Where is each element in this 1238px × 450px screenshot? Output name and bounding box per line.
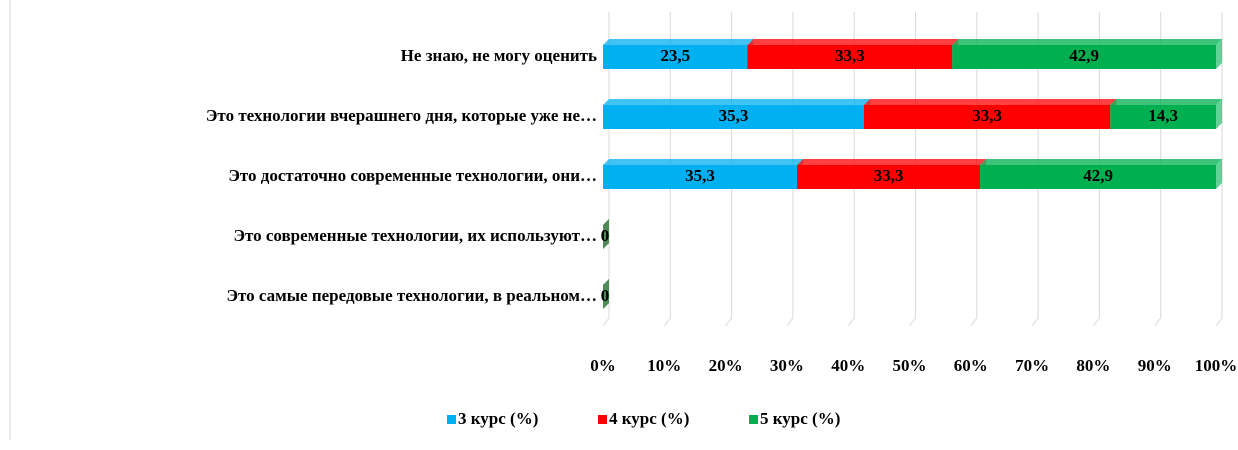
bar bbox=[747, 45, 953, 69]
y-tick-label: Это достаточно современные технологии, о… bbox=[228, 166, 597, 185]
bar-top bbox=[864, 99, 1117, 105]
bar bbox=[864, 105, 1111, 129]
x-tick-label: 10% bbox=[647, 356, 681, 375]
x-tick-label: 70% bbox=[1015, 356, 1049, 375]
legend-swatch bbox=[749, 415, 758, 424]
x-tick-label: 20% bbox=[709, 356, 743, 375]
y-tick-label: Не знаю, не могу оценить bbox=[401, 46, 597, 65]
bar-top bbox=[603, 159, 804, 165]
data-label: 33,3 bbox=[874, 166, 904, 185]
x-tick-label: 60% bbox=[954, 356, 988, 375]
bar-top bbox=[952, 39, 1222, 45]
bar bbox=[603, 105, 865, 129]
legend-swatch bbox=[447, 415, 456, 424]
bar-side bbox=[1216, 159, 1222, 189]
bar-top bbox=[603, 99, 871, 105]
bar bbox=[1110, 105, 1216, 129]
data-label: 14,3 bbox=[1148, 106, 1178, 125]
bar-side bbox=[1216, 39, 1222, 69]
bar-top bbox=[603, 39, 754, 45]
data-label: 0 bbox=[601, 226, 610, 245]
x-tick-label: 80% bbox=[1076, 356, 1110, 375]
x-tick-label: 40% bbox=[831, 356, 865, 375]
x-tick-label: 90% bbox=[1138, 356, 1172, 375]
bar bbox=[603, 165, 798, 189]
bar bbox=[952, 45, 1216, 69]
legend-swatch bbox=[598, 415, 607, 424]
bar-top bbox=[980, 159, 1222, 165]
data-label: 33,3 bbox=[972, 106, 1002, 125]
x-tick-label: 100% bbox=[1195, 356, 1238, 375]
legend-label: 4 курс (%) bbox=[609, 409, 689, 428]
bar bbox=[603, 45, 748, 69]
data-label: 42,9 bbox=[1083, 166, 1113, 185]
data-label: 33,3 bbox=[835, 46, 865, 65]
y-tick-label: Это современные технологии, их использую… bbox=[233, 226, 597, 245]
data-label: 35,3 bbox=[685, 166, 715, 185]
bar bbox=[797, 165, 981, 189]
bar-side bbox=[1216, 99, 1222, 129]
bar-side bbox=[603, 279, 609, 309]
legend-label: 5 курс (%) bbox=[760, 409, 840, 428]
legend-label: 3 курс (%) bbox=[458, 409, 538, 428]
bar-top bbox=[747, 39, 959, 45]
data-label: 23,5 bbox=[660, 46, 690, 65]
x-tick-label: 30% bbox=[770, 356, 804, 375]
y-tick-label: Это технологии вчерашнего дня, которые у… bbox=[206, 106, 597, 125]
bar-top bbox=[1110, 99, 1222, 105]
bar-top bbox=[797, 159, 987, 165]
bar bbox=[980, 165, 1216, 189]
x-tick-label: 0% bbox=[590, 356, 616, 375]
bar-side bbox=[603, 219, 609, 249]
x-tick-label: 50% bbox=[893, 356, 927, 375]
data-label: 0 bbox=[601, 286, 610, 305]
data-label: 42,9 bbox=[1069, 46, 1099, 65]
y-tick-label: Это самые передовые технологии, в реальн… bbox=[227, 286, 597, 305]
data-label: 35,3 bbox=[719, 106, 749, 125]
